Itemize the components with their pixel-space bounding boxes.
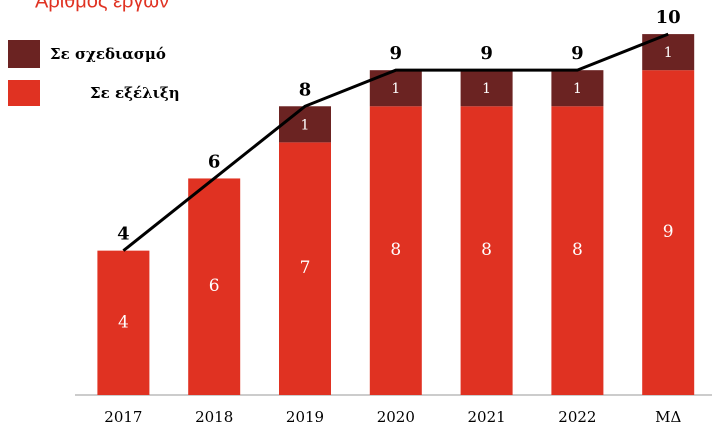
segment-label: 8 <box>572 240 583 260</box>
bar-segment <box>460 106 513 395</box>
x-tick-label: 2020 <box>377 408 415 426</box>
total-label: 10 <box>656 7 681 28</box>
x-tick-label: ΜΔ <box>655 408 681 426</box>
bar-segment <box>642 70 695 395</box>
segment-label: 1 <box>573 81 582 97</box>
legend-swatch <box>8 80 40 106</box>
legend-label: Σε εξέλιξη <box>90 84 180 102</box>
x-tick-label: 2018 <box>195 408 233 426</box>
bar-segment <box>551 106 604 395</box>
x-tick-label: 2022 <box>558 408 596 426</box>
x-tick-label: 2021 <box>468 408 506 426</box>
total-line <box>122 32 669 252</box>
x-tick-label: 2017 <box>104 408 142 426</box>
total-label: 9 <box>390 43 403 64</box>
segment-label: 1 <box>391 81 400 97</box>
total-label: 4 <box>117 224 130 245</box>
total-label: 9 <box>571 43 584 64</box>
bar-segment <box>551 70 604 107</box>
segment-label: 1 <box>301 117 310 133</box>
segment-label: 8 <box>390 240 401 260</box>
legend-swatch <box>8 40 40 68</box>
legend-label: Σε σχεδιασμό <box>50 45 166 63</box>
bar-segment <box>188 178 241 395</box>
segment-label: 7 <box>300 258 311 278</box>
bar-segment <box>279 106 331 143</box>
chart-title: Αριθμός έργων <box>35 0 169 12</box>
bar-segment <box>279 142 331 395</box>
segment-label: 6 <box>209 276 220 296</box>
bar-segment <box>369 106 422 395</box>
total-label: 8 <box>299 79 312 100</box>
bar-segment <box>460 70 513 107</box>
segment-label: 9 <box>663 222 674 242</box>
total-label: 9 <box>480 43 493 64</box>
bar-segment <box>97 250 150 395</box>
segment-label: 1 <box>482 81 491 97</box>
segment-label: 8 <box>481 240 492 260</box>
total-label: 6 <box>208 151 221 172</box>
segment-label: 4 <box>118 312 129 332</box>
x-tick-label: 2019 <box>286 408 324 426</box>
segment-label: 1 <box>664 45 673 61</box>
